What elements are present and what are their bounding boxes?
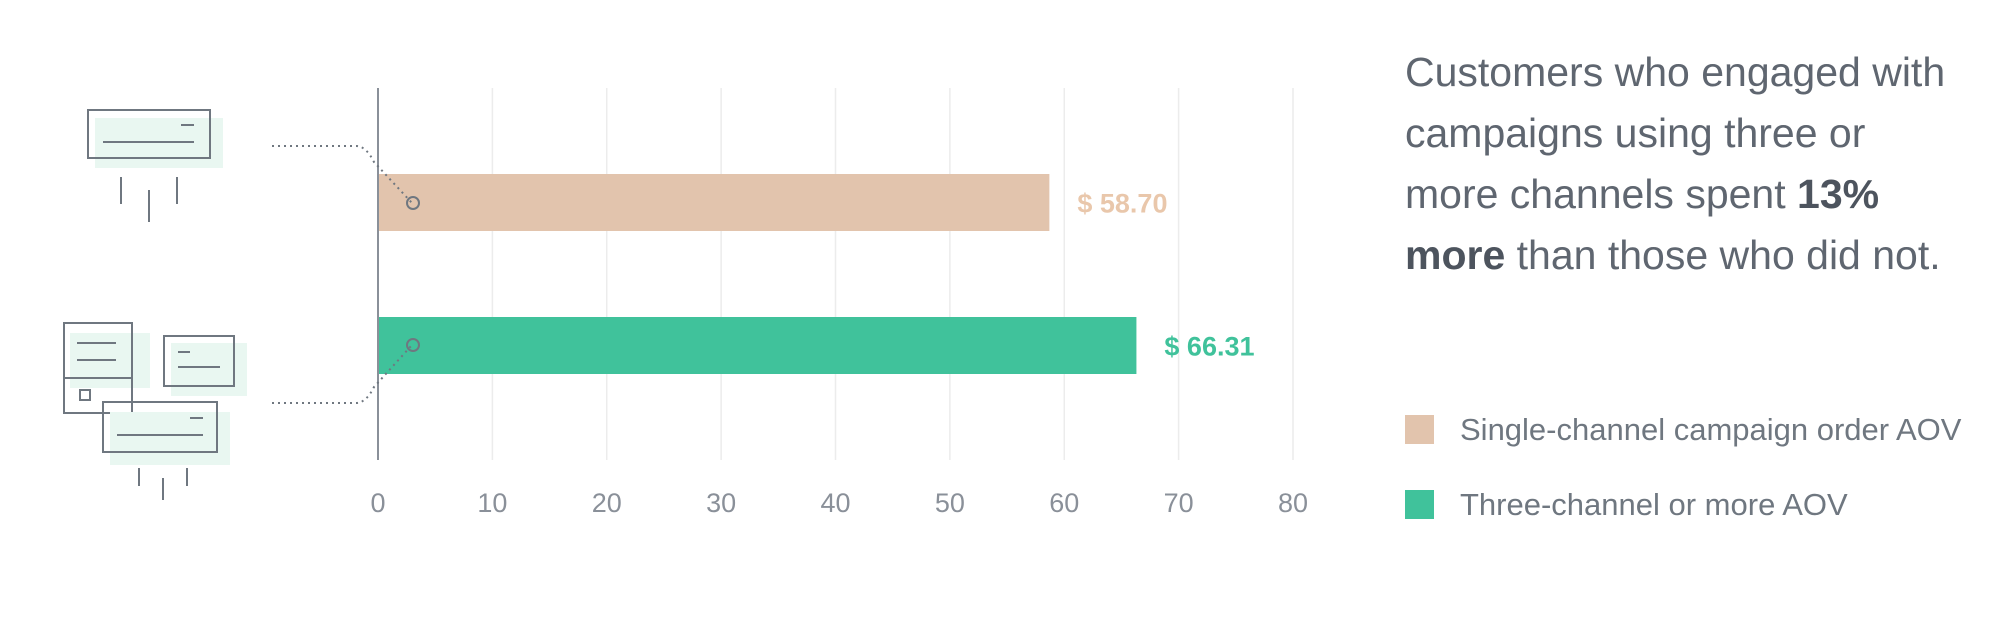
callout-text: Customers who engaged with campaigns usi… [1405, 42, 1965, 286]
chart-value-labels: $ 58.70 $ 66.31 [1077, 189, 1254, 362]
x-tick-label: 50 [935, 488, 965, 518]
callout-text-after: than those who did not. [1505, 232, 1941, 278]
bar [378, 317, 1137, 374]
legend-swatch [1405, 490, 1434, 519]
connector-dot-bottom [406, 338, 420, 352]
connector-top [272, 145, 413, 204]
bar-value-label: $ 58.70 [1077, 189, 1167, 219]
callout-text-before: Customers who engaged with campaigns usi… [1405, 49, 1946, 217]
legend-swatch [1405, 415, 1434, 444]
x-tick-label: 10 [477, 488, 507, 518]
x-tick-label: 30 [706, 488, 736, 518]
x-axis-ticks: 0 10 20 30 40 50 60 70 80 [370, 488, 1308, 518]
bar [378, 174, 1050, 231]
x-tick-label: 70 [1164, 488, 1194, 518]
legend-label: Single-channel campaign order AOV [1460, 412, 1962, 447]
connector-dot-top [406, 196, 420, 210]
single-envelope-icon [87, 109, 223, 222]
x-tick-label: 80 [1278, 488, 1308, 518]
legend-label: Three-channel or more AOV [1460, 487, 1848, 522]
connector-lines [272, 145, 413, 404]
chart-legend: Single-channel campaign order AOV Three-c… [1405, 412, 1962, 522]
chart-gridlines [491, 88, 1294, 460]
callout-emphasis: 13% more [1405, 171, 1880, 278]
connector-bottom [272, 344, 413, 404]
multiple-envelopes-icon [63, 322, 247, 500]
x-tick-label: 60 [1049, 488, 1079, 518]
bar-value-label: $ 66.31 [1164, 332, 1254, 362]
x-tick-label: 20 [592, 488, 622, 518]
x-tick-label: 0 [370, 488, 385, 518]
x-tick-label: 40 [820, 488, 850, 518]
chart-bars [378, 174, 1137, 374]
